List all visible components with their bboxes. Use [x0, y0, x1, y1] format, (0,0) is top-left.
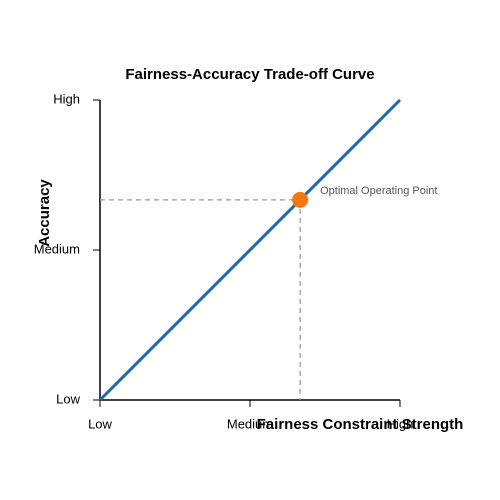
x-tick-label: Medium: [227, 416, 273, 431]
y-axis-label: Accuracy: [36, 179, 53, 247]
line: [98, 98, 402, 402]
optimal-point: [292, 191, 309, 208]
y-tick-label: Low: [56, 391, 80, 406]
y-tick-label: High: [53, 91, 80, 106]
annotation: Optimal Operating Point: [320, 185, 437, 197]
y-tick-label: Medium: [34, 241, 80, 256]
chart-title: Fairness-Accuracy Trade-off Curve: [125, 66, 374, 83]
x-tick-label: Low: [88, 416, 112, 431]
x-axis-label: Fairness Constraint Strength: [257, 416, 464, 433]
x-tick-label: High: [387, 416, 414, 431]
